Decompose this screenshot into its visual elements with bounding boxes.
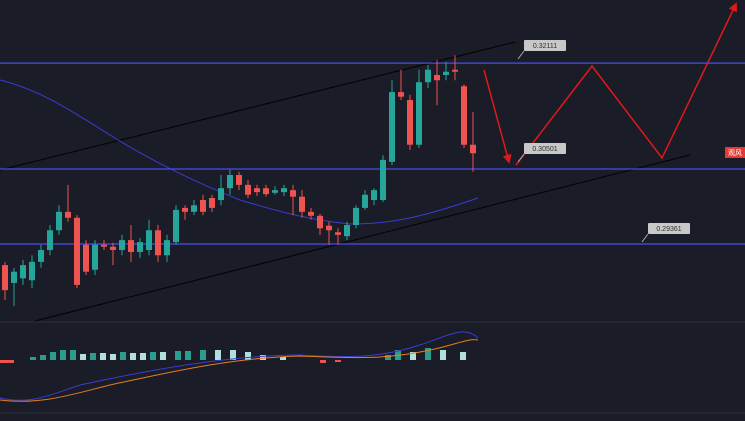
candle-body xyxy=(290,190,296,197)
projection-arrow xyxy=(483,69,512,164)
candle-body xyxy=(92,244,98,270)
candle-body xyxy=(470,144,476,154)
candle-body xyxy=(254,188,260,193)
candle-body xyxy=(101,244,107,247)
candle-body xyxy=(389,92,395,162)
candle-body xyxy=(281,188,287,193)
candle-body xyxy=(326,225,332,231)
candle-body xyxy=(362,194,368,208)
level-label: 0.32111 xyxy=(533,43,557,50)
candle-body xyxy=(263,188,269,195)
level-label-box xyxy=(648,223,690,234)
candle-body xyxy=(110,246,116,250)
moving-average xyxy=(0,79,479,225)
candle-body xyxy=(443,71,449,75)
candle-body xyxy=(137,242,143,252)
candle-body xyxy=(38,250,44,262)
candle-body xyxy=(299,196,305,212)
side-label: 观风 xyxy=(728,149,742,157)
candle-body xyxy=(47,230,53,250)
candle-body xyxy=(83,244,89,272)
candle-body xyxy=(20,265,26,279)
level-label-box xyxy=(524,143,566,154)
candle-body xyxy=(434,75,440,81)
candle-body xyxy=(200,200,206,212)
candle-body xyxy=(416,82,422,145)
candle-body xyxy=(119,240,125,250)
candle-body xyxy=(353,207,359,225)
candle-body xyxy=(173,209,179,243)
candle-body xyxy=(452,69,458,72)
candle-body xyxy=(398,92,404,97)
label-pointer xyxy=(517,153,525,163)
candle-body xyxy=(155,230,161,256)
candle-body xyxy=(425,69,431,83)
signal-line xyxy=(0,339,479,402)
candle-body xyxy=(56,211,62,231)
candle-body xyxy=(335,232,341,235)
label-pointer xyxy=(641,233,649,243)
level-label: 0.30501 xyxy=(532,146,557,153)
side-label-box xyxy=(725,147,745,158)
candle-body xyxy=(245,184,251,195)
candle-body xyxy=(407,100,413,145)
candle-body xyxy=(128,240,134,252)
level-label: 0.29361 xyxy=(656,226,681,233)
label-pointer xyxy=(517,50,525,60)
candle-body xyxy=(461,86,467,145)
candle-body xyxy=(146,230,152,250)
candle-body xyxy=(191,205,197,212)
level-label-box xyxy=(524,40,566,51)
projection-arrow xyxy=(515,2,737,166)
candle-body xyxy=(236,175,242,185)
candle-body xyxy=(317,215,323,229)
candle-body xyxy=(74,217,80,285)
candle-body xyxy=(218,188,224,200)
candle-body xyxy=(2,265,8,291)
candle-body xyxy=(164,240,170,256)
candle-body xyxy=(380,159,386,200)
candle-body xyxy=(29,261,35,281)
candle-body xyxy=(11,271,17,283)
candle-body xyxy=(227,175,233,189)
candle-body xyxy=(308,211,314,216)
trend-line xyxy=(34,154,691,322)
candle-body xyxy=(272,190,278,193)
candle-body xyxy=(182,207,188,212)
candle-body xyxy=(344,225,350,237)
macd-line xyxy=(0,331,479,401)
candle-body xyxy=(371,190,377,200)
candle-body xyxy=(209,198,215,208)
candle-body xyxy=(65,211,71,218)
